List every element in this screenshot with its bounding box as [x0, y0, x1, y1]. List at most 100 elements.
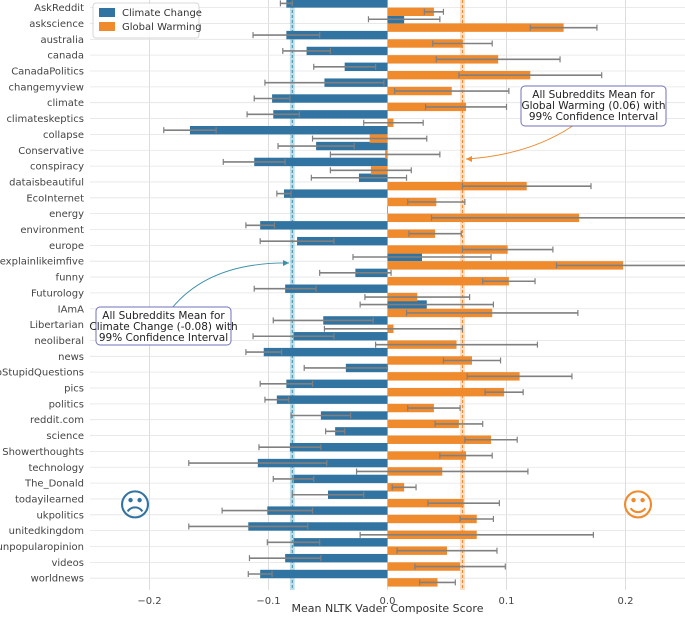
bar-climate-change [248, 522, 388, 531]
y-tick-label: Conservative [18, 146, 84, 157]
annotation-line-3: 99% Confidence Interval [99, 332, 228, 344]
bar-climate-change [189, 126, 388, 135]
y-tick-label: climate [47, 98, 84, 109]
annotation-box-climate-change [95, 306, 232, 346]
bar-climate-change [293, 538, 388, 547]
bar-global-warming [387, 356, 472, 365]
y-tick-label: dataisbeautiful [9, 177, 84, 188]
x-tick-label: 0.1 [499, 596, 515, 607]
bar-climate-change [320, 411, 388, 420]
annotation-line-3: 99% Confidence Interval [529, 111, 658, 123]
bar-global-warming [387, 451, 467, 460]
bar-climate-change [297, 236, 388, 246]
y-tick-label: australia [40, 35, 84, 46]
bar-climate-change [306, 46, 388, 56]
y-tick-label: EcoInternet [26, 193, 84, 204]
x-tick-label: 0.2 [618, 596, 634, 607]
happy-face-icon: ☺ [621, 486, 654, 524]
bar-climate-change [293, 332, 388, 341]
legend-box [92, 2, 200, 39]
bar-global-warming [387, 261, 624, 270]
bar-global-warming [387, 435, 492, 444]
y-tick-label: conspiracy [30, 162, 84, 173]
x-tick-label: −0.2 [137, 596, 161, 607]
x-tick-labels: −0.2 −0.1 0.0 0.1 0.2 [137, 596, 633, 607]
bar-climate-change [285, 284, 388, 293]
bar-global-warming [387, 245, 508, 254]
annotation-global-warming: All Subreddits Mean for Global Warming (… [465, 85, 667, 162]
legend-label-climate-change: Climate Change [122, 8, 202, 19]
y-tick-label: reddit.com [30, 415, 84, 426]
bar-climate-change [335, 427, 388, 436]
legend-swatch-climate-change [99, 8, 115, 17]
mean-lines [289, 0, 465, 590]
y-tick-label: environment [20, 225, 84, 236]
y-tick-labels: AskReddit askscience australia canada Canada… [0, 3, 84, 585]
bar-climate-change [260, 569, 388, 579]
y-tick-label: Showerthoughts [2, 447, 84, 458]
bar-climate-change [286, 379, 388, 388]
y-tick-label: news [58, 352, 84, 363]
bar-global-warming [387, 23, 564, 32]
legend-swatch-global-warming [99, 22, 115, 31]
y-tick-label: neoliberal [34, 336, 84, 347]
bar-global-warming [387, 181, 527, 191]
y-tick-label: IAmA [58, 304, 85, 315]
bar-global-warming [387, 578, 438, 587]
bar-global-warming [387, 498, 464, 508]
y-tick-label: Futurology [31, 288, 84, 299]
y-tick-label: politics [49, 399, 84, 410]
bar-climate-change [260, 221, 388, 230]
annotation-line-1: All Subreddits Mean for [102, 310, 225, 322]
y-tick-label: askscience [29, 19, 84, 30]
y-tick-label: technology [28, 463, 84, 474]
bar-climate-change [387, 205, 388, 214]
bar-global-warming [387, 7, 434, 16]
y-tick-label: unpopularopinion [0, 542, 84, 553]
y-tick-label: climateskeptics [6, 114, 84, 125]
bar-global-warming [387, 372, 520, 381]
bar-climate-change [283, 189, 388, 198]
y-tick-label: Libertarian [30, 320, 84, 331]
bar-climate-change [293, 474, 388, 484]
y-tick-label: collapse [43, 130, 84, 141]
arrowhead-climate-change [283, 260, 289, 266]
annotation-line-2: Global Warming (0.06) with [521, 100, 665, 112]
x-tick-label: 0.0 [380, 596, 396, 607]
y-tick-label: explainlikeimfive [0, 257, 84, 268]
bar-global-warming [387, 419, 459, 429]
annotation-arrow-climate-change [171, 262, 290, 309]
y-tick-label: todayilearned [15, 494, 84, 505]
bar-climate-change [263, 347, 388, 357]
y-tick-label: pics [64, 384, 84, 395]
y-tick-label: funny [56, 273, 85, 284]
annotation-arrow-global-warming [465, 124, 575, 160]
bar-climate-change [285, 553, 388, 563]
bar-climate-change [267, 506, 388, 515]
y-tick-label: videos [51, 558, 84, 569]
bar-global-warming [387, 514, 477, 524]
y-tick-label: ukpolitics [36, 510, 84, 521]
bar-climate-change [273, 110, 388, 119]
bar-climate-change [286, 0, 388, 8]
error-bars-layer [163, 0, 685, 586]
y-tick-label: unitedkingdom [9, 526, 84, 537]
legend-label-global-warming: Global Warming [122, 22, 202, 33]
sad-face-icon: ☹ [118, 486, 151, 524]
annotation-climate-change: All Subreddits Mean for Climate Change (… [89, 260, 290, 346]
y-tick-label: changemyview [9, 82, 85, 93]
y-tick-label: europe [49, 241, 84, 252]
y-tick-label: CanadaPolitics [11, 67, 84, 78]
annotation-line-1: All Subreddits Mean for [532, 89, 655, 101]
legend: Climate Change Global Warming [92, 2, 202, 39]
annotation-box-global-warming [520, 85, 667, 127]
bar-global-warming [387, 277, 509, 286]
y-tick-label: canada [47, 51, 84, 62]
arrowhead-global-warming [466, 156, 472, 162]
y-tick-label: energy [49, 209, 84, 220]
bar-climate-change [276, 395, 388, 404]
y-tick-label: AskReddit [34, 3, 84, 14]
y-tick-label: worldnews [31, 574, 84, 585]
y-tick-label: science [46, 431, 84, 442]
